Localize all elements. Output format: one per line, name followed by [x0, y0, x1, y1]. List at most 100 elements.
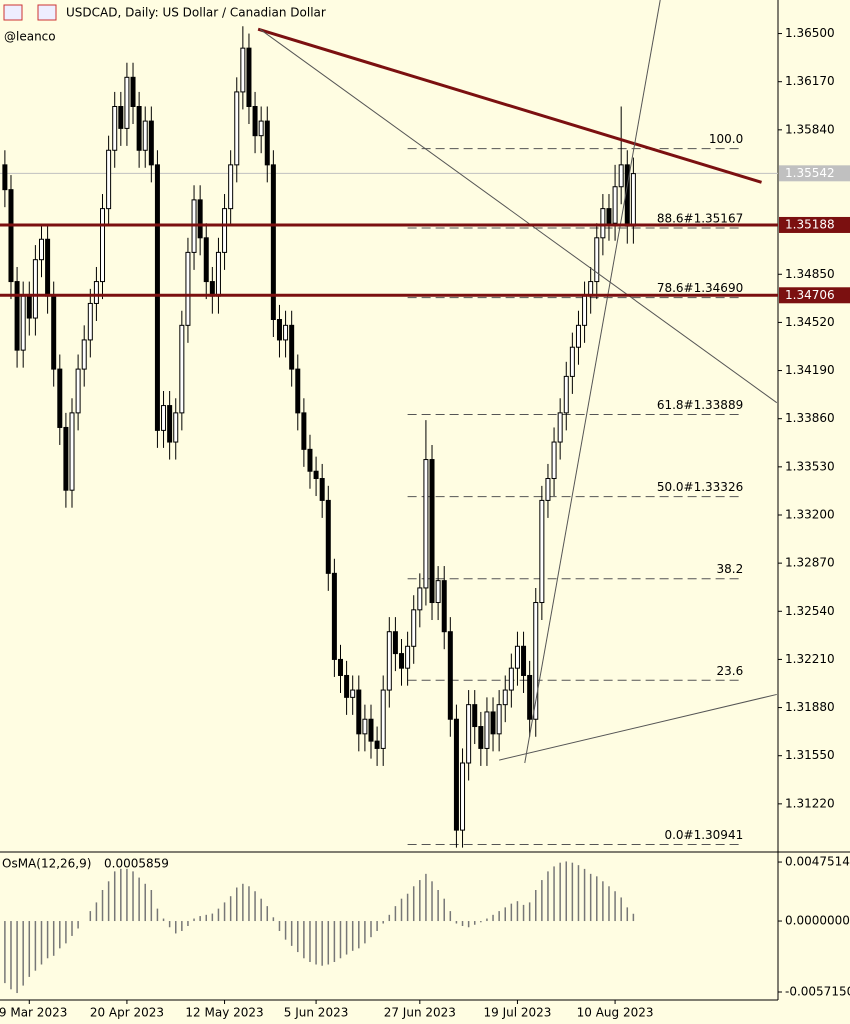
y-tick-label: 1.34850: [785, 267, 835, 281]
icon: [3, 4, 23, 21]
candle-body: [51, 295, 57, 370]
candle-body: [582, 295, 588, 326]
candle-body: [228, 164, 234, 210]
candle-body: [331, 572, 337, 660]
candle-body: [490, 711, 496, 735]
candle-body: [405, 645, 411, 669]
candle-body: [81, 339, 87, 370]
candle-body: [289, 324, 295, 370]
trendline: [259, 28, 778, 404]
y-tick-label: 1.36500: [785, 26, 835, 40]
candle-body: [545, 478, 551, 501]
fib-label: 100.0: [709, 132, 743, 146]
y-tick-label: 1.36170: [785, 74, 835, 88]
candle-body: [258, 120, 264, 137]
x-tick-label: 10 Aug 2023: [577, 1006, 654, 1020]
fib-label: 50.0#1.33326: [657, 480, 743, 494]
price-tag: [779, 287, 850, 304]
candle-body: [197, 199, 203, 239]
candle-body: [521, 645, 527, 676]
candle-body: [514, 645, 520, 669]
fib-label: 23.6: [717, 664, 744, 678]
candle-body: [478, 726, 484, 749]
price-tag: [779, 165, 850, 182]
candle-body: [618, 164, 624, 188]
candle-body: [594, 237, 600, 283]
y-tick-label: 1.33530: [785, 459, 835, 473]
candle-body: [264, 120, 270, 166]
price-tag-label: 1.35542: [785, 166, 835, 180]
fib-label: 0.0#1.30941: [664, 828, 743, 842]
candle-body: [484, 711, 490, 749]
trendline: [524, 0, 661, 764]
y-tick-label: 0.0000000: [785, 914, 850, 928]
fib-label: 88.6#1.35167: [657, 212, 743, 226]
candle-body: [502, 689, 508, 706]
price-tag-label: 1.35188: [785, 217, 835, 231]
candle-body: [20, 295, 26, 351]
candle-body: [142, 120, 148, 151]
candle-body: [295, 368, 301, 414]
candle-body: [466, 704, 472, 764]
candle-body: [368, 718, 374, 742]
candle-body: [435, 580, 441, 604]
candle-body: [173, 412, 179, 443]
candle-body: [222, 208, 228, 253]
candle-body: [179, 324, 185, 414]
candle-body: [569, 346, 575, 377]
candle-body: [344, 674, 350, 698]
y-tick-label: 1.31220: [785, 796, 835, 810]
candle-body: [301, 412, 307, 450]
y-tick-label: 1.34190: [785, 363, 835, 377]
candle-body: [8, 189, 14, 283]
candle-body: [392, 631, 398, 655]
candle-body: [551, 441, 557, 480]
candle-body: [630, 173, 636, 227]
candle-body: [215, 251, 221, 297]
candle-body: [527, 674, 533, 720]
candle-body: [337, 658, 343, 676]
candle-body: [185, 251, 191, 326]
trendline: [257, 27, 762, 184]
candle-body: [386, 631, 392, 691]
candle-body: [325, 499, 331, 574]
candle-body: [45, 238, 51, 297]
candle-body: [429, 459, 435, 604]
x-tick-label: 12 May 2023: [185, 1006, 263, 1020]
candle-body: [557, 412, 563, 443]
y-tick-label: 1.32540: [785, 604, 835, 618]
candle-body: [252, 106, 258, 137]
candle-body: [575, 324, 581, 348]
x-tick-label: 27 Jun 2023: [384, 1006, 456, 1020]
candle-body: [246, 47, 252, 107]
candle-body: [508, 667, 514, 691]
candle-body: [112, 106, 118, 151]
candle-body: [374, 740, 380, 749]
y-tick-label: 0.0047514: [785, 855, 850, 869]
y-tick-label: 1.31550: [785, 748, 835, 762]
candle-body: [240, 47, 246, 93]
candle-body: [563, 375, 569, 414]
y-tick-label: -0.0057150: [785, 984, 850, 998]
y-tick-label: 1.33860: [785, 411, 835, 425]
y-tick-label: 1.33200: [785, 507, 835, 521]
candle-body: [100, 208, 106, 283]
price-tag: [779, 216, 850, 233]
fib-label: 61.8#1.33889: [657, 398, 743, 412]
candle-body: [356, 689, 362, 735]
candle-body: [533, 602, 539, 720]
candle-body: [136, 106, 142, 151]
candle-body: [380, 689, 386, 749]
candle-body: [2, 164, 8, 191]
candle-body: [447, 631, 453, 720]
candle-body: [417, 587, 423, 611]
x-tick-label: 29 Mar 2023: [0, 1006, 67, 1020]
candle-body: [472, 704, 478, 728]
indicator-name: OsMA(12,26,9): [2, 857, 91, 871]
candle-body: [148, 120, 154, 166]
candle-body: [63, 426, 69, 491]
candle-body: [496, 704, 502, 735]
candle-body: [423, 459, 429, 589]
candle-body: [460, 762, 466, 831]
